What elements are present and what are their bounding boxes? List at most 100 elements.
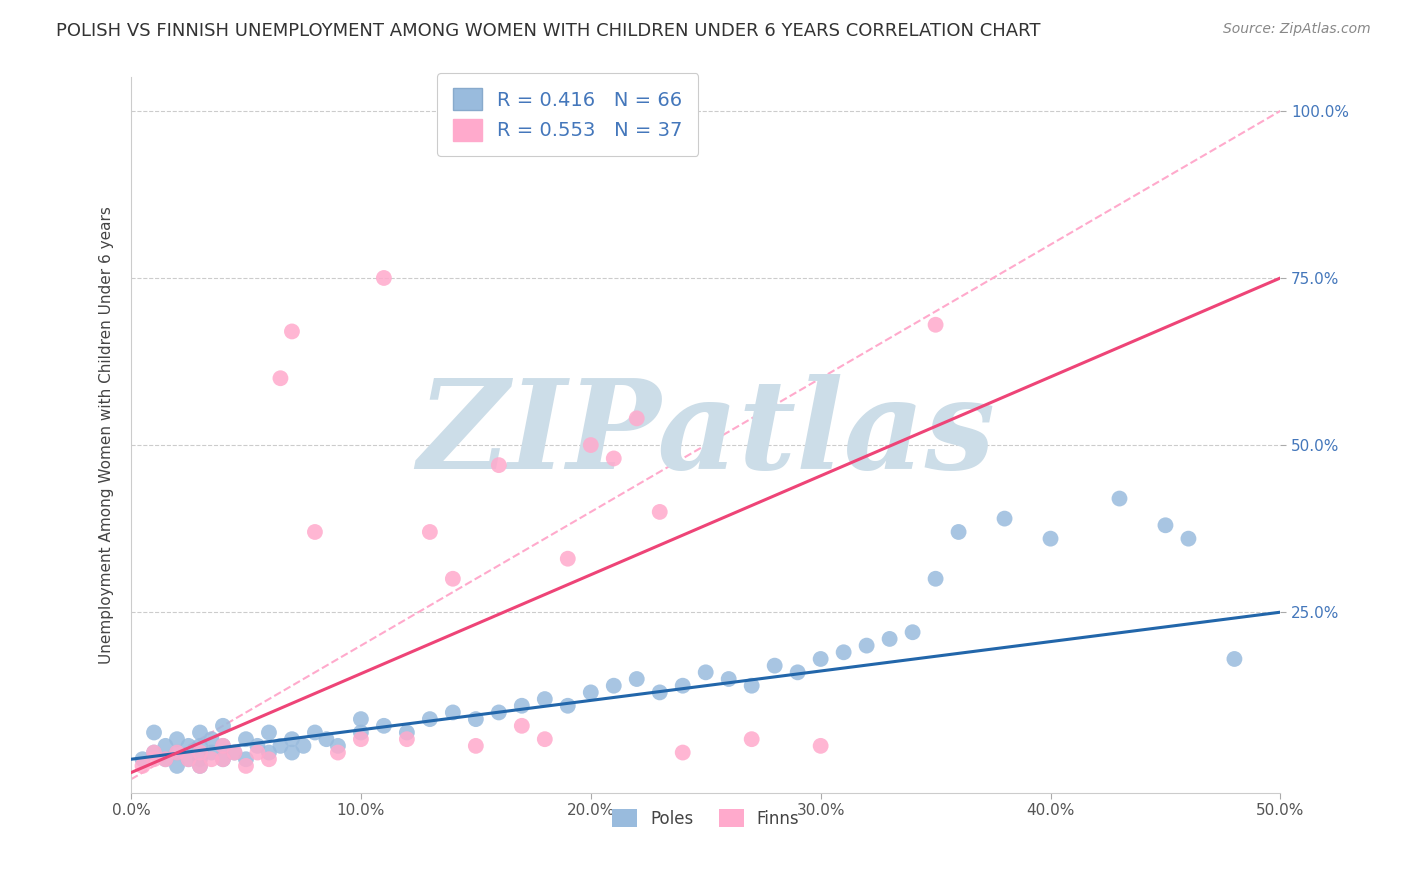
Point	[557, 698, 579, 713]
Point	[579, 685, 602, 699]
Point	[224, 746, 246, 760]
Point	[292, 739, 315, 753]
Point	[648, 505, 671, 519]
Point	[188, 725, 211, 739]
Point	[1108, 491, 1130, 506]
Text: ZIPatlas: ZIPatlas	[416, 375, 994, 496]
Point	[281, 746, 304, 760]
Point	[510, 719, 533, 733]
Point	[464, 712, 486, 726]
Text: Source: ZipAtlas.com: Source: ZipAtlas.com	[1223, 22, 1371, 37]
Point	[832, 645, 855, 659]
Point	[246, 739, 269, 753]
Point	[419, 712, 441, 726]
Point	[166, 732, 188, 747]
Point	[257, 746, 280, 760]
Point	[166, 746, 188, 760]
Point	[200, 732, 222, 747]
Point	[188, 759, 211, 773]
Point	[212, 739, 235, 753]
Point	[695, 665, 717, 680]
Point	[200, 752, 222, 766]
Point	[166, 746, 188, 760]
Point	[672, 746, 695, 760]
Point	[510, 698, 533, 713]
Point	[1154, 518, 1177, 533]
Point	[246, 746, 269, 760]
Point	[1039, 532, 1062, 546]
Point	[177, 739, 200, 753]
Point	[533, 692, 555, 706]
Point	[350, 712, 373, 726]
Point	[373, 719, 395, 733]
Point	[350, 725, 373, 739]
Point	[326, 739, 349, 753]
Point	[281, 732, 304, 747]
Point	[269, 371, 291, 385]
Point	[131, 752, 153, 766]
Point	[810, 652, 832, 666]
Point	[901, 625, 924, 640]
Point	[143, 746, 166, 760]
Point	[155, 752, 177, 766]
Point	[488, 458, 510, 472]
Point	[993, 511, 1015, 525]
Point	[441, 572, 464, 586]
Point	[143, 752, 166, 766]
Point	[579, 438, 602, 452]
Point	[155, 739, 177, 753]
Point	[924, 572, 946, 586]
Point	[786, 665, 808, 680]
Point	[188, 739, 211, 753]
Point	[212, 752, 235, 766]
Point	[741, 679, 763, 693]
Point	[155, 752, 177, 766]
Point	[603, 679, 626, 693]
Point	[741, 732, 763, 747]
Point	[603, 451, 626, 466]
Point	[326, 746, 349, 760]
Point	[143, 746, 166, 760]
Point	[257, 725, 280, 739]
Point	[304, 524, 326, 539]
Y-axis label: Unemployment Among Women with Children Under 6 years: Unemployment Among Women with Children U…	[100, 206, 114, 664]
Point	[557, 551, 579, 566]
Point	[235, 759, 257, 773]
Point	[350, 732, 373, 747]
Point	[269, 739, 291, 753]
Point	[924, 318, 946, 332]
Point	[224, 746, 246, 760]
Point	[672, 679, 695, 693]
Point	[464, 739, 486, 753]
Point	[212, 739, 235, 753]
Point	[419, 524, 441, 539]
Legend: Poles, Finns: Poles, Finns	[605, 803, 806, 834]
Point	[177, 752, 200, 766]
Point	[131, 759, 153, 773]
Point	[395, 732, 418, 747]
Point	[212, 752, 235, 766]
Point	[177, 752, 200, 766]
Point	[200, 746, 222, 760]
Point	[488, 706, 510, 720]
Point	[626, 411, 648, 425]
Point	[188, 759, 211, 773]
Point	[304, 725, 326, 739]
Point	[395, 725, 418, 739]
Point	[879, 632, 901, 646]
Point	[648, 685, 671, 699]
Point	[143, 725, 166, 739]
Point	[188, 746, 211, 760]
Point	[1177, 532, 1199, 546]
Point	[373, 271, 395, 285]
Point	[315, 732, 337, 747]
Point	[257, 752, 280, 766]
Point	[948, 524, 970, 539]
Point	[188, 752, 211, 766]
Point	[281, 325, 304, 339]
Point	[626, 672, 648, 686]
Point	[235, 752, 257, 766]
Point	[212, 719, 235, 733]
Point	[717, 672, 740, 686]
Point	[235, 732, 257, 747]
